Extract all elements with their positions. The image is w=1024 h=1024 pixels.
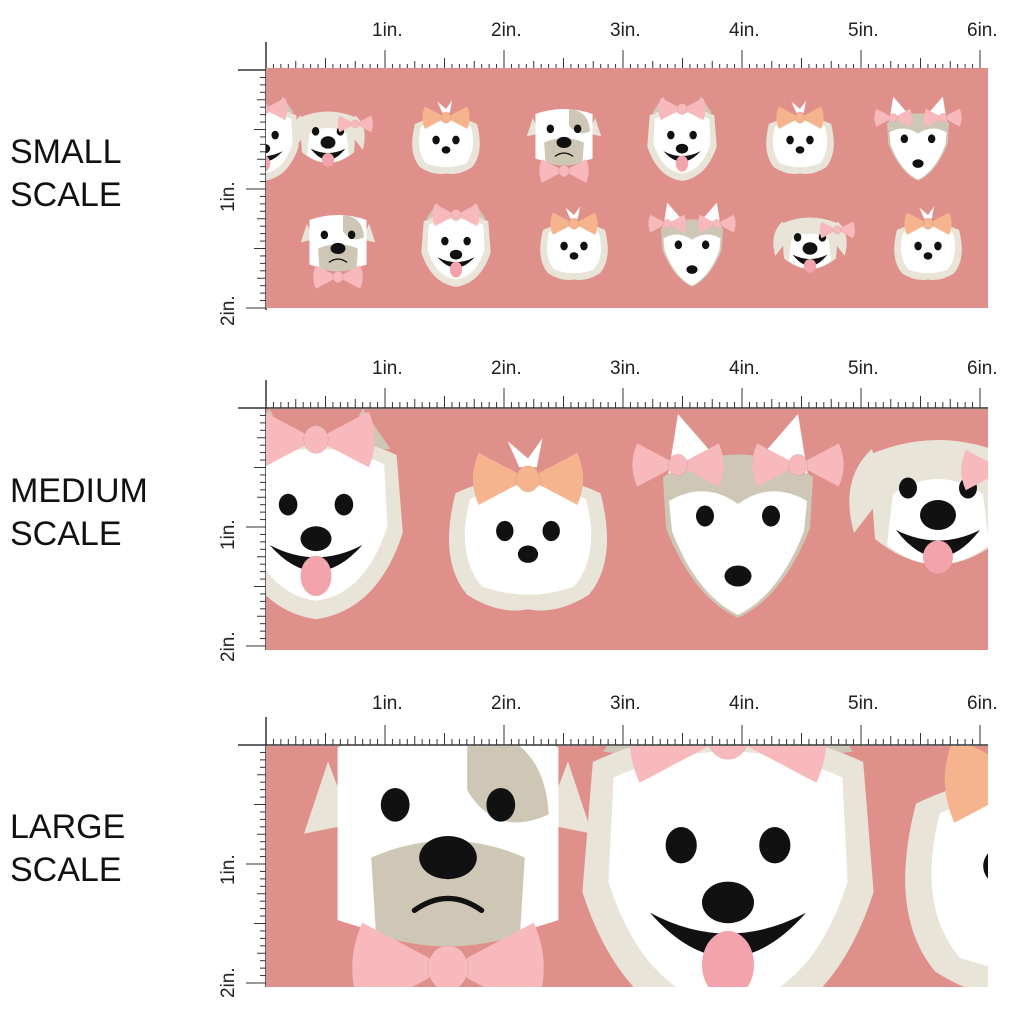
medium-ruler-label-4: 4in.	[729, 358, 760, 379]
large-vruler-label-1: 1in.	[218, 854, 239, 885]
small-fabric-pattern	[266, 68, 988, 308]
dog-face-icon-retriever	[849, 440, 988, 574]
medium-vruler-label-2: 2in.	[218, 631, 239, 662]
small-scale-label-line2: SCALE	[10, 176, 122, 214]
small-scale-swatch	[266, 68, 988, 308]
fabric-background	[266, 68, 988, 308]
large-scale-label-line1: LARGE	[10, 808, 126, 846]
bow-icon	[337, 115, 373, 133]
small-ruler-label-6: 6in.	[967, 20, 998, 41]
bow-icon	[422, 106, 470, 129]
large-scale-label-line2: SCALE	[10, 851, 122, 889]
dog-face-icon-retriever	[773, 217, 855, 273]
bow-icon	[472, 452, 584, 505]
medium-ruler-label-6: 6in.	[967, 358, 998, 379]
dog-face-icon-happy	[266, 409, 403, 620]
bow-icon	[432, 203, 480, 227]
bow-icon	[819, 221, 855, 239]
bow-icon	[352, 922, 544, 987]
bow-icon	[266, 411, 375, 468]
small-ruler-label-1: 1in.	[372, 20, 403, 41]
medium-scale-label: MEDIUM SCALE	[10, 470, 148, 556]
small-scale-label-line1: SMALL	[10, 133, 122, 171]
small-scale-label: SMALL SCALE	[10, 131, 122, 217]
medium-scale-label-line1: MEDIUM	[10, 472, 148, 510]
dog-face-icon-bulldog	[526, 109, 602, 183]
bow-icon	[648, 214, 687, 233]
bow-icon	[697, 214, 736, 233]
large-ruler-label-6: 6in.	[967, 693, 998, 714]
dog-face-icon-happy	[421, 202, 491, 287]
dog-face-icon-maltese	[412, 100, 480, 175]
dog-face-icon-maltese	[540, 206, 608, 281]
dog-face-icon-husky	[648, 202, 736, 287]
bow-icon	[923, 108, 962, 127]
medium-ruler-label-1: 1in.	[372, 358, 403, 379]
medium-vruler-label-1: 1in.	[218, 519, 239, 550]
large-scale-label: LARGE SCALE	[10, 806, 125, 892]
small-ruler-label-5: 5in.	[848, 20, 879, 41]
large-ruler-label-3: 3in.	[610, 693, 641, 714]
dog-face-icon-happy	[266, 96, 299, 181]
bow-icon	[539, 159, 589, 183]
bow-icon	[632, 443, 724, 487]
medium-fabric-pattern	[266, 409, 988, 650]
large-scale-swatch	[266, 746, 988, 987]
small-vruler-label-1: 1in.	[218, 181, 239, 212]
bow-icon	[776, 106, 824, 129]
bow-icon	[904, 212, 952, 235]
dog-face-icon-husky	[632, 414, 844, 618]
medium-ruler-label-3: 3in.	[610, 358, 641, 379]
medium-ruler-label-5: 5in.	[848, 358, 879, 379]
large-ruler-label-5: 5in.	[848, 693, 879, 714]
bow-icon	[266, 97, 288, 121]
large-ruler-label-2: 2in.	[491, 693, 522, 714]
bow-icon	[961, 449, 988, 491]
dog-face-icon-maltese	[766, 100, 834, 175]
bow-icon	[629, 746, 827, 783]
dog-face-icon-bulldog	[300, 215, 376, 289]
small-vruler-label-2: 2in.	[218, 295, 239, 326]
bow-icon	[550, 212, 598, 235]
large-ruler-label-1: 1in.	[372, 693, 403, 714]
dog-face-icon-maltese	[448, 438, 608, 611]
large-vruler-label-2: 2in.	[218, 967, 239, 998]
dog-face-icon-maltese	[894, 206, 962, 281]
dog-face-icon-happy	[582, 746, 874, 987]
dog-face-icon-bulldog	[304, 746, 592, 987]
bow-icon	[658, 97, 706, 121]
bow-icon	[874, 108, 913, 127]
dog-face-icon-happy	[647, 96, 717, 181]
large-fabric-pattern	[266, 746, 988, 987]
small-ruler-label-4: 4in.	[729, 20, 760, 41]
dog-face-icon-maltese	[905, 746, 988, 987]
medium-scale-swatch	[266, 409, 988, 650]
large-ruler-label-4: 4in.	[729, 693, 760, 714]
bow-icon	[944, 746, 988, 823]
small-ruler-label-2: 2in.	[491, 20, 522, 41]
bow-icon	[752, 443, 844, 487]
bow-icon	[313, 265, 363, 289]
dog-face-icon-husky	[874, 96, 962, 181]
small-ruler-label-3: 3in.	[610, 20, 641, 41]
medium-ruler-label-2: 2in.	[491, 358, 522, 379]
medium-scale-label-line2: SCALE	[10, 515, 122, 553]
